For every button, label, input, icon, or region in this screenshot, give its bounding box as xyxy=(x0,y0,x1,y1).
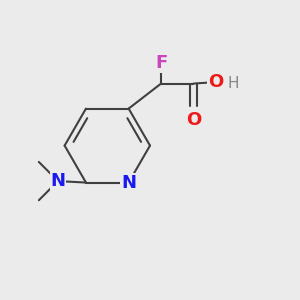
Text: F: F xyxy=(155,54,167,72)
Text: N: N xyxy=(50,172,65,190)
Text: O: O xyxy=(186,111,201,129)
Text: O: O xyxy=(208,73,223,91)
Text: N: N xyxy=(121,174,136,192)
Text: H: H xyxy=(228,76,239,91)
